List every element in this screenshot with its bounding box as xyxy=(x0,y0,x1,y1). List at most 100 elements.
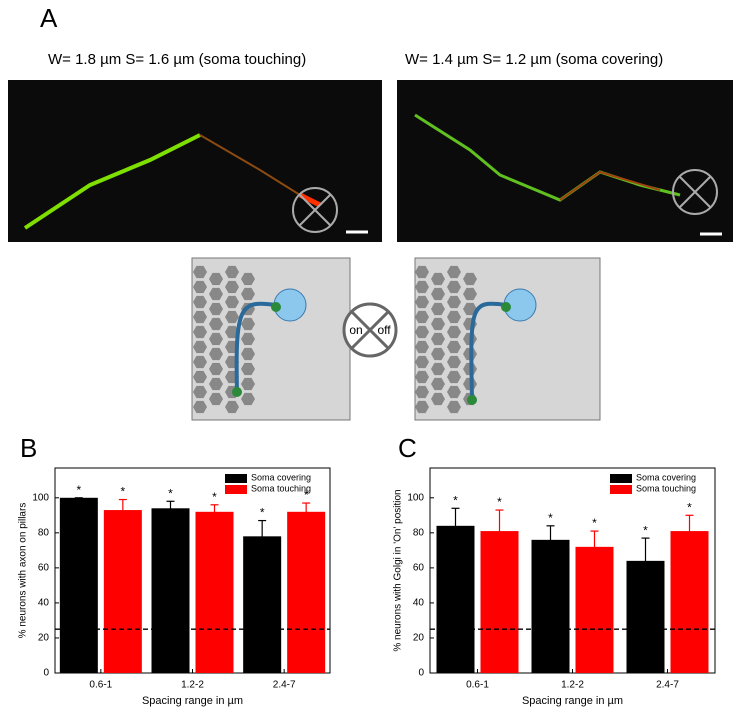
error-bar xyxy=(495,509,504,553)
significance-label: * xyxy=(120,485,125,499)
significance-label: * xyxy=(76,483,81,497)
pillar xyxy=(415,355,429,369)
y-tick-label: 100 xyxy=(32,492,49,503)
pillar xyxy=(447,370,461,384)
x-tick-label: 0.6-1 xyxy=(89,680,112,691)
pillar xyxy=(431,362,445,376)
pillar xyxy=(193,400,207,414)
y-tick-label: 20 xyxy=(38,633,50,644)
pillar xyxy=(447,340,461,354)
neuron-axon xyxy=(234,301,277,393)
pillar xyxy=(431,302,445,316)
significance-label: * xyxy=(643,523,648,537)
neuron-axon xyxy=(469,301,507,401)
error-bar xyxy=(302,502,311,521)
error-bar xyxy=(166,500,175,516)
y-tick-label: 40 xyxy=(38,598,50,609)
error-bar xyxy=(451,507,460,544)
image-title: W= 1.8 µm S= 1.6 µm (soma touching) xyxy=(48,51,306,68)
pillar xyxy=(209,332,223,346)
switch-off: off xyxy=(377,323,391,337)
y-tick-label: 60 xyxy=(38,563,50,574)
pillar xyxy=(193,385,207,399)
pillar xyxy=(193,310,207,324)
pillar xyxy=(447,280,461,294)
pillar xyxy=(241,272,255,286)
significance-label: * xyxy=(687,500,692,514)
pillar xyxy=(209,272,223,286)
pillar xyxy=(463,302,477,316)
pillar xyxy=(431,287,445,301)
bar xyxy=(103,510,142,673)
y-tick-label: 20 xyxy=(413,633,425,644)
pillar xyxy=(225,400,239,414)
pillar xyxy=(209,377,223,391)
bar xyxy=(480,531,519,673)
pillar xyxy=(193,295,207,309)
pillar xyxy=(447,295,461,309)
bar xyxy=(436,525,475,673)
error-bar xyxy=(546,525,555,554)
significance-label: * xyxy=(453,493,458,507)
pillar xyxy=(225,325,239,339)
error-bar xyxy=(641,537,650,584)
pillar xyxy=(225,265,239,279)
pillar xyxy=(209,302,223,316)
pillar xyxy=(447,400,461,414)
pillar xyxy=(209,392,223,406)
pillar xyxy=(447,310,461,324)
pillar xyxy=(193,370,207,384)
pillar xyxy=(463,272,477,286)
pillar xyxy=(193,355,207,369)
legend-swatch xyxy=(225,474,247,483)
bar xyxy=(575,546,614,673)
bar xyxy=(243,536,282,673)
y-tick-label: 40 xyxy=(413,598,425,609)
pillar xyxy=(415,400,429,414)
pillar xyxy=(241,362,255,376)
pillar xyxy=(415,295,429,309)
pillar xyxy=(225,295,239,309)
y-tick-label: 0 xyxy=(43,668,49,679)
legend-label: Soma touching xyxy=(636,483,696,493)
x-axis-label: Spacing range in µm xyxy=(142,695,243,707)
error-bar xyxy=(210,504,219,519)
legend-swatch xyxy=(610,474,632,483)
pillar xyxy=(241,287,255,301)
pillar xyxy=(415,340,429,354)
pillar xyxy=(225,280,239,294)
legend-swatch xyxy=(225,485,247,494)
pillar xyxy=(431,272,445,286)
y-tick-label: 80 xyxy=(38,527,50,538)
y-tick-label: 100 xyxy=(407,492,424,503)
y-tick-label: 60 xyxy=(413,563,425,574)
legend-swatch xyxy=(610,485,632,494)
x-tick-label: 1.2-2 xyxy=(561,680,584,691)
image-title: W= 1.4 µm S= 1.2 µm (soma covering) xyxy=(405,51,663,68)
pillar xyxy=(193,325,207,339)
pillar xyxy=(431,392,445,406)
pillar xyxy=(447,265,461,279)
y-axis-label: % neurons with axon on pillars xyxy=(18,503,29,639)
pillar xyxy=(209,362,223,376)
pillar xyxy=(241,332,255,346)
bar xyxy=(531,539,570,673)
pillar xyxy=(241,347,255,361)
pillar xyxy=(415,280,429,294)
pillar xyxy=(415,325,429,339)
growth-cone xyxy=(232,387,242,397)
significance-label: * xyxy=(212,490,217,504)
significance-label: * xyxy=(548,511,553,525)
pillar xyxy=(241,377,255,391)
micrograph xyxy=(8,80,382,242)
x-tick-label: 1.2-2 xyxy=(181,680,204,691)
pillar xyxy=(431,317,445,331)
pillar xyxy=(193,340,207,354)
y-axis-label: % neurons with Golgi in 'On' position xyxy=(393,489,404,651)
legend-label: Soma covering xyxy=(636,472,696,482)
significance-label: * xyxy=(497,495,502,509)
x-axis-label: Spacing range in µm xyxy=(522,695,623,707)
significance-label: * xyxy=(592,516,597,530)
